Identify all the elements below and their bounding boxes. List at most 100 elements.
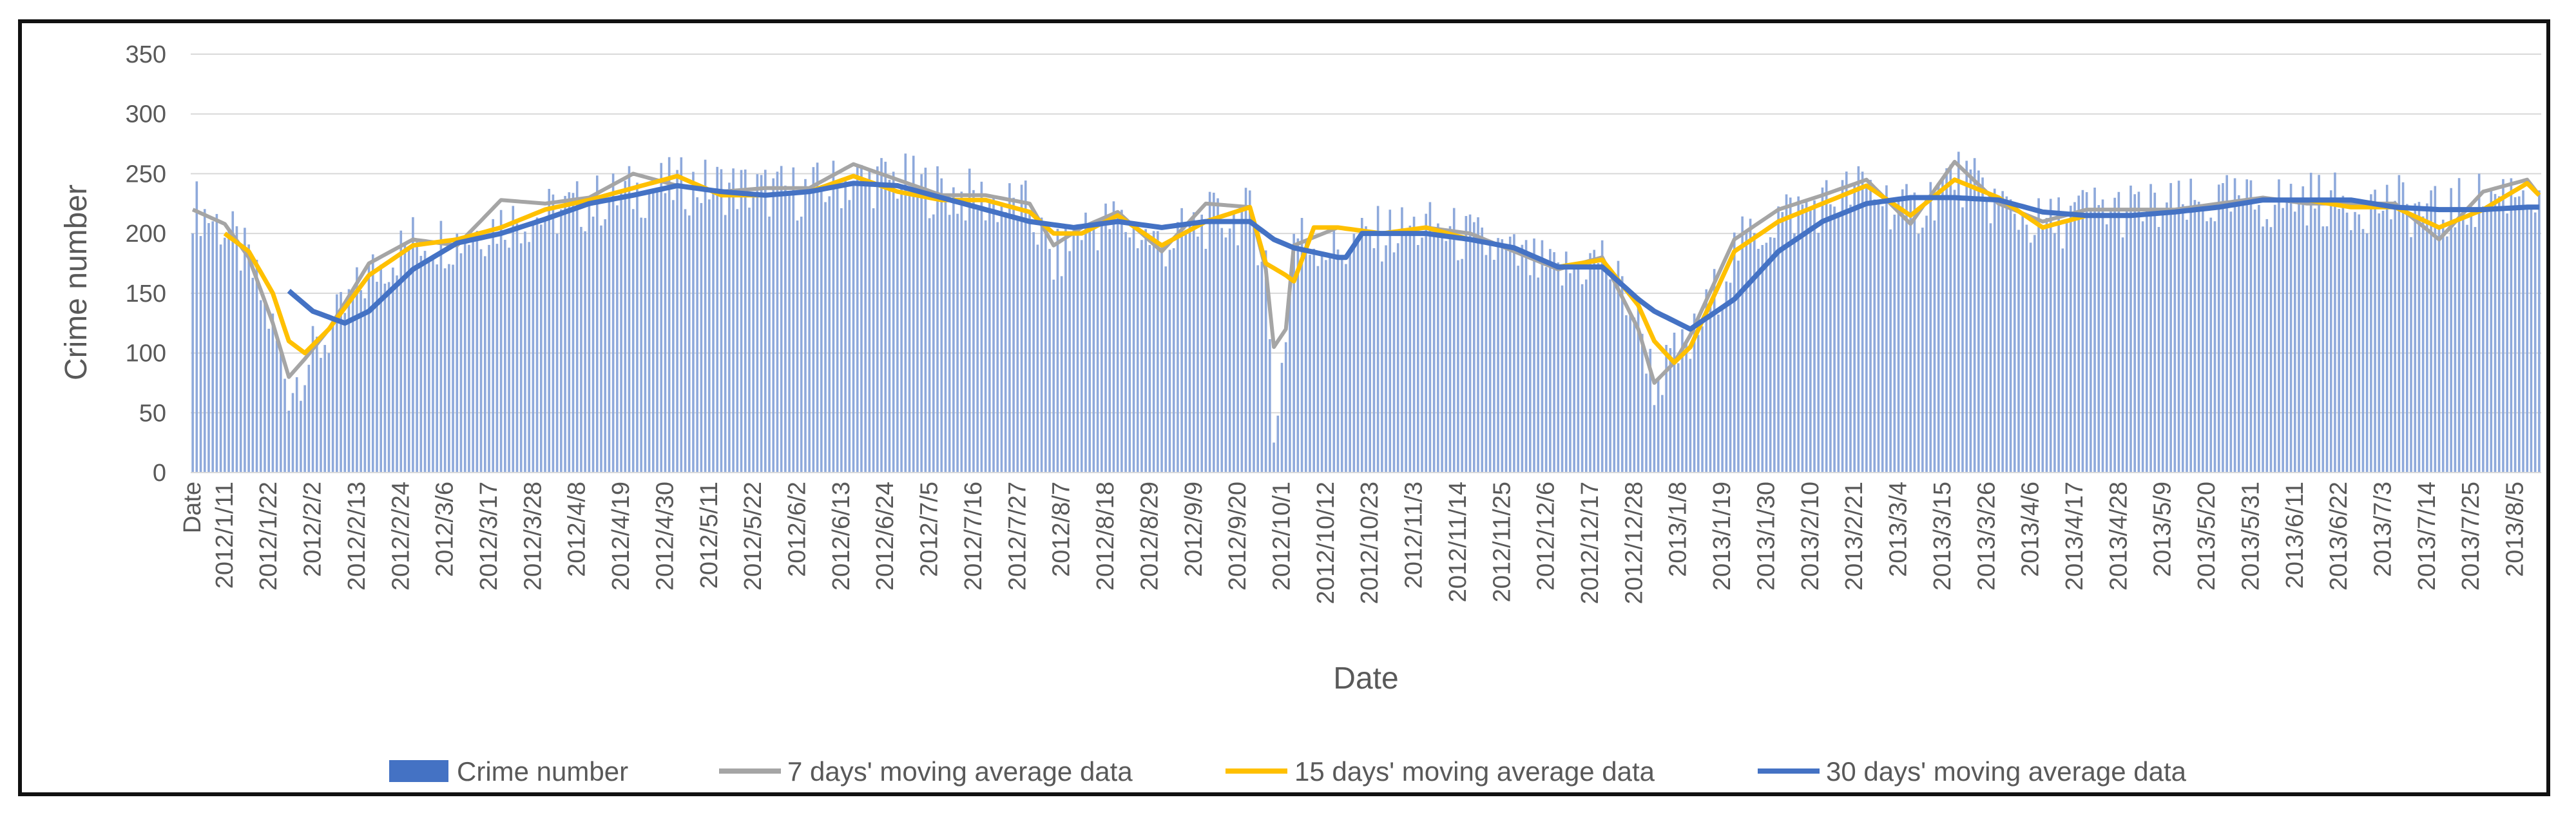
bar [1096, 250, 1099, 473]
bar [644, 218, 647, 473]
bar [2506, 213, 2508, 473]
bar [611, 173, 615, 473]
bar [403, 242, 407, 473]
bar [488, 244, 490, 473]
bar [1693, 313, 1696, 473]
bar [1961, 207, 1964, 473]
bar [1381, 261, 1383, 473]
bar [452, 264, 454, 473]
bar [1805, 201, 1808, 473]
bar [2477, 173, 2481, 473]
bar [2258, 204, 2260, 473]
x-tick-label: 2013/1/30 [1753, 482, 1780, 591]
bar [1036, 244, 1039, 473]
bar [2061, 248, 2064, 473]
bar [1769, 237, 1772, 473]
bar [207, 223, 210, 473]
bar [1248, 190, 1251, 473]
bar [1837, 215, 1840, 473]
x-tick-label: 2012/5/11 [696, 482, 723, 589]
bar [1372, 248, 1376, 473]
bar [2021, 211, 2024, 473]
bar [1697, 335, 1700, 473]
bar [1617, 260, 1620, 473]
bar [1396, 243, 1399, 473]
bar [892, 171, 895, 473]
bar [2378, 213, 2381, 473]
x-tick-label: Date [179, 482, 206, 533]
bar [2486, 208, 2488, 473]
bar [367, 263, 370, 473]
bar [1549, 249, 1552, 473]
bar [2490, 189, 2493, 473]
bar [1817, 233, 1820, 473]
bar [472, 240, 474, 473]
bar [1132, 224, 1135, 473]
bar [736, 209, 739, 473]
bar [1585, 279, 1588, 473]
bar [1845, 171, 1848, 473]
bar [2057, 197, 2060, 473]
bar [988, 202, 991, 473]
bar [399, 230, 403, 473]
bar [2121, 237, 2124, 473]
bar [936, 166, 939, 473]
bar [732, 168, 735, 473]
bar [1765, 242, 1768, 473]
x-tick-label: 2013/4/6 [2017, 482, 2044, 577]
bar [548, 188, 551, 473]
bar [640, 217, 642, 473]
bar [1293, 233, 1295, 473]
bar [572, 193, 575, 473]
bar [1084, 212, 1087, 473]
bar [700, 202, 703, 473]
bar [1901, 189, 1904, 473]
bar [904, 153, 907, 473]
bar [752, 193, 755, 473]
bar [880, 158, 883, 473]
bar [443, 268, 447, 473]
bar [608, 198, 611, 473]
bar [1076, 233, 1079, 473]
bar [1012, 197, 1015, 473]
x-tick-label: 2012/4/30 [651, 482, 678, 591]
bar [2245, 179, 2249, 473]
bar [716, 166, 719, 473]
bar [1813, 200, 1816, 473]
bar [2522, 190, 2524, 473]
bar [796, 220, 799, 473]
bar [1224, 237, 1227, 473]
bar [800, 217, 803, 473]
bar [1233, 211, 1235, 473]
bar [215, 213, 218, 473]
bar [2146, 211, 2148, 473]
bar [2206, 221, 2208, 473]
bar [320, 358, 322, 473]
bar [1228, 228, 1231, 473]
x-tick-label: 2012/9/20 [1224, 482, 1251, 591]
bar [2325, 226, 2329, 473]
bar [340, 291, 342, 473]
bar [191, 233, 194, 473]
bar [920, 174, 923, 473]
bar [1401, 207, 1403, 473]
bar [1416, 245, 1419, 473]
bar [2482, 206, 2485, 473]
bar [1725, 281, 1728, 473]
bar [2181, 204, 2184, 473]
bar [1289, 280, 1291, 473]
bar [1649, 349, 1652, 473]
bar [1056, 228, 1059, 473]
bar [584, 231, 586, 473]
bar [600, 225, 602, 473]
bar [1493, 259, 1495, 473]
bar [2153, 192, 2157, 473]
bar [1869, 179, 1872, 473]
bar [916, 187, 919, 473]
bar [2005, 196, 2008, 473]
bar [684, 209, 687, 473]
x-tick-label: 2012/10/1 [1269, 482, 1296, 591]
bar [2470, 216, 2473, 473]
bar [2229, 211, 2233, 473]
bar [628, 166, 631, 473]
